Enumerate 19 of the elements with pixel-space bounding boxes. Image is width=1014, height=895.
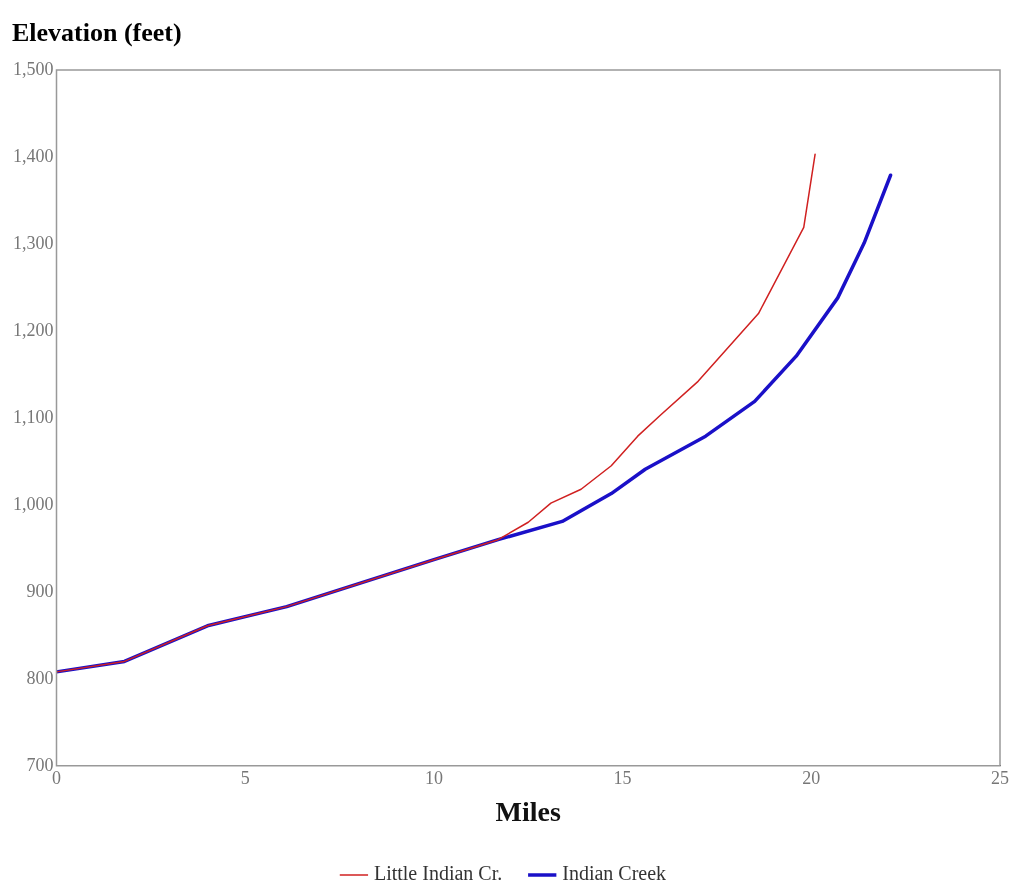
y-tick-label: 800 [26,667,54,688]
y-tick-label: 700 [26,754,54,775]
x-tick-label: 20 [802,768,821,789]
y-tick-label: 1,300 [13,232,54,253]
x-tick-label: 5 [240,768,250,789]
y-tick-label: 1,000 [13,493,54,514]
x-axis-title: Miles [495,796,562,828]
y-tick-label: 1,200 [13,319,54,340]
y-tick-label: 1,100 [13,406,54,427]
x-tick-label: 15 [613,768,632,789]
legend-label: Little Indian Cr. [373,862,503,885]
y-tick-label: 900 [26,580,54,601]
y-tick-label: 1,400 [13,145,54,166]
legend-label: Indian Creek [562,862,667,885]
x-tick-label: 25 [991,768,1009,789]
y-axis-title: Elevation (feet) [12,18,182,48]
x-tick-label: 0 [52,768,61,789]
y-tick-label: 1,500 [13,58,54,79]
x-tick-label: 10 [424,768,443,789]
